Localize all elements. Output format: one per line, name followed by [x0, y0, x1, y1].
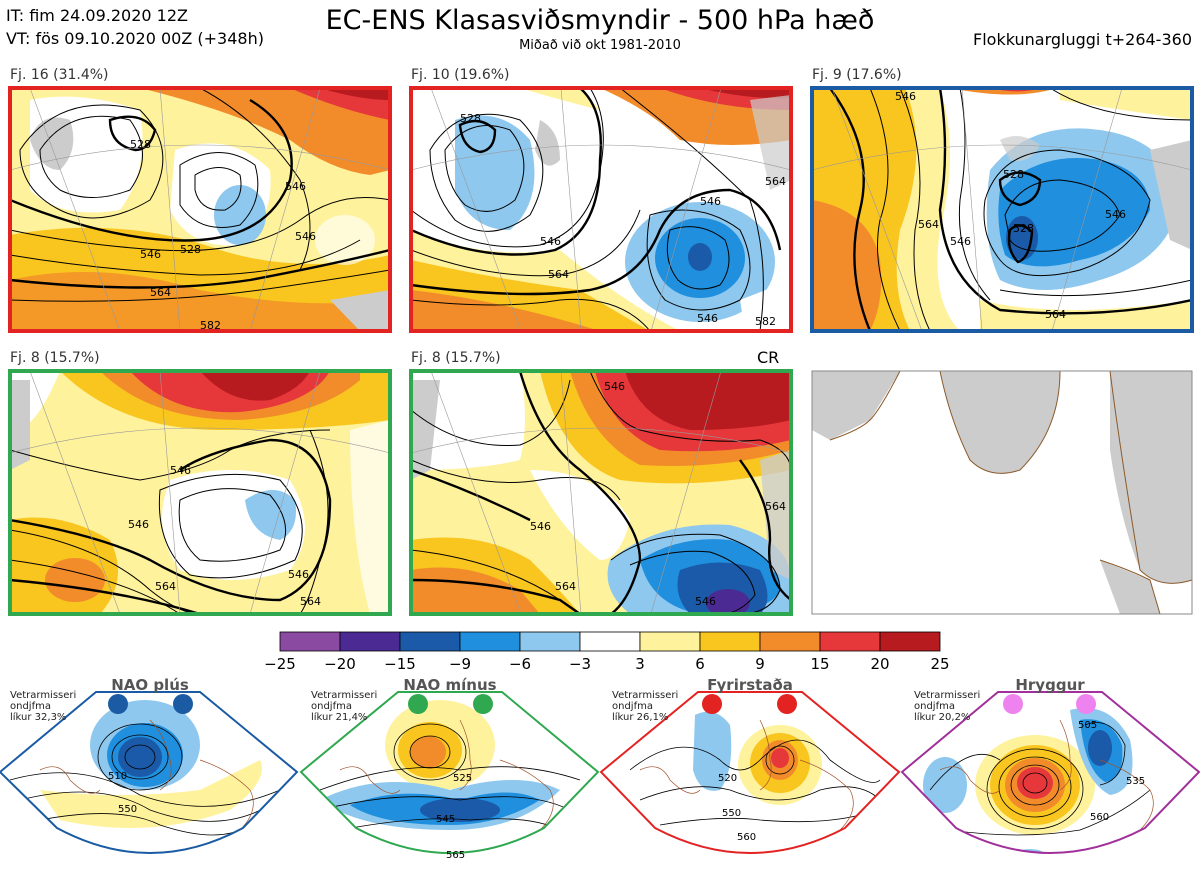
map-panel-4 — [10, 371, 390, 614]
colorbar-swatch — [639, 631, 701, 652]
panel-1-contour-label: 546 — [295, 230, 316, 243]
regime-3-contour-label: 560 — [737, 832, 756, 843]
colorbar-tick-label: −20 — [324, 655, 356, 673]
colorbar-swatch — [879, 631, 941, 652]
panel-3-contour-label: 546 — [950, 235, 971, 248]
regime-1-contour-label: 550 — [118, 804, 137, 815]
regime-note-nao-minus: Vetrarmisseri ondjfma líkur 21,4% — [311, 690, 378, 723]
colorbar-tick-label: −6 — [508, 655, 532, 673]
colorbar-swatch — [699, 631, 761, 652]
regime-title-hryggur: Hryggur — [1015, 676, 1085, 694]
regime-3-contour-label: 550 — [722, 808, 741, 819]
header-info: IT: fim 24.09.2020 12Z VT: fös 09.10.202… — [6, 4, 264, 50]
initial-time: IT: fim 24.09.2020 12Z — [6, 6, 188, 25]
panel-3-contour-label: 528 — [1003, 168, 1024, 181]
panel-2-border — [409, 86, 793, 333]
valid-time: VT: fös 09.10.2020 00Z (+348h) — [6, 29, 264, 48]
colorbar-tick-label: 6 — [695, 655, 705, 673]
window-label: Flokkunargluggi t+264-360 — [973, 30, 1192, 49]
panel-4-contour-label: 564 — [155, 580, 176, 593]
panel-5-contour-label: 564 — [555, 580, 576, 593]
colorbar-swatch — [579, 631, 641, 652]
panel-3-contour-label: 528 — [1013, 222, 1034, 235]
panel-2-contour-label: 546 — [697, 312, 718, 325]
regime-4-contour-label: 560 — [1090, 812, 1109, 823]
panel-1-contour-label: 564 — [150, 286, 171, 299]
cr-label: CR — [757, 348, 780, 367]
regime-3-contour-label: 520 — [718, 773, 737, 784]
regime-title-fyrirstada: Fyrirstaða — [707, 676, 793, 694]
colorbar-tick-label: 3 — [635, 655, 645, 673]
panel-label-1: Fj. 16 (31.4%) — [10, 67, 109, 83]
regime-2-contour-label: 525 — [453, 773, 472, 784]
panel-2-contour-label: 582 — [755, 315, 776, 328]
panel-3-contour-label: 546 — [1105, 208, 1126, 221]
regime-note-hryggur: Vetrarmisseri ondjfma líkur 20,2% — [914, 690, 981, 723]
panel-label-2: Fj. 10 (19.6%) — [411, 67, 510, 83]
regime-2-contour-label: 545 — [436, 814, 455, 825]
panel-4-contour-label: 546 — [128, 518, 149, 531]
colorbar-swatch — [819, 631, 881, 652]
page-subtitle: Miðað við okt 1981-2010 — [519, 38, 681, 53]
colorbar-swatch — [279, 631, 341, 652]
panel-4-contour-label: 564 — [300, 595, 321, 608]
panel-5-contour-label: 546 — [695, 595, 716, 608]
regime-note-nao-plus: Vetrarmisseri ondjfma líkur 32,3% — [10, 690, 77, 723]
colorbar-tick-label: 9 — [755, 655, 765, 673]
panel-1-contour-label: 528 — [180, 243, 201, 256]
regime-1-contour-label: 510 — [108, 771, 127, 782]
regime-4-contour-label: 535 — [1126, 776, 1145, 787]
colorbar-swatch — [339, 631, 401, 652]
panel-2-contour-label: 564 — [765, 175, 786, 188]
regime-4-contour-label: 505 — [1078, 720, 1097, 731]
panel-1-contour-label: 582 — [200, 319, 221, 332]
colorbar-tick-label: −3 — [568, 655, 592, 673]
colorbar-tick-label: −9 — [448, 655, 472, 673]
panel-1-contour-label: 546 — [140, 248, 161, 261]
map-panel-3 — [812, 88, 1192, 331]
colorbar-swatch — [459, 631, 521, 652]
panel-3-contour-label: 546 — [895, 90, 916, 103]
map-panel-reference — [811, 370, 1193, 615]
colorbar-tick-label: 20 — [870, 655, 890, 673]
panel-1-contour-label: 528 — [130, 138, 151, 151]
colorbar-tick-label: 25 — [930, 655, 950, 673]
panel-1-border — [8, 86, 392, 333]
colorbar-swatch — [519, 631, 581, 652]
panel-3-contour-label: 564 — [1045, 308, 1066, 321]
panel-5-border — [409, 369, 793, 616]
panel-2-contour-label: 546 — [540, 235, 561, 248]
panel-label-5: Fj. 8 (15.7%) — [411, 350, 501, 366]
map-panel-5 — [411, 371, 791, 614]
colorbar-tick-label: 15 — [810, 655, 830, 673]
map-panel-2 — [411, 88, 791, 331]
page-title: EC-ENS Klasasviðsmyndir - 500 hPa hæð — [325, 5, 875, 36]
panel-5-contour-label: 546 — [530, 520, 551, 533]
colorbar-tick-label: −15 — [384, 655, 416, 673]
regime-title-nao-minus: NAO mínus — [403, 676, 497, 694]
colorbar-tick-label: −25 — [264, 655, 296, 673]
panel-label-4: Fj. 8 (15.7%) — [10, 350, 100, 366]
regime-2-contour-label: 565 — [446, 850, 465, 861]
panel-4-border — [8, 369, 392, 616]
map-panel-1 — [10, 88, 390, 331]
colorbar — [279, 631, 941, 652]
panel-4-contour-label: 546 — [288, 568, 309, 581]
regime-title-nao-plus: NAO plús — [111, 676, 189, 694]
panel-3-contour-label: 564 — [918, 218, 939, 231]
panel-5-contour-label: 546 — [604, 380, 625, 393]
panel-5-contour-label: 564 — [765, 500, 786, 513]
panel-label-3: Fj. 9 (17.6%) — [812, 67, 902, 83]
panel-3-border — [810, 86, 1194, 333]
colorbar-swatch — [399, 631, 461, 652]
regime-note-fyrirstada: Vetrarmisseri ondjfma líkur 26,1% — [612, 690, 679, 723]
panel-1-contour-label: 546 — [285, 180, 306, 193]
panel-2-contour-label: 528 — [460, 112, 481, 125]
panel-2-contour-label: 564 — [548, 268, 569, 281]
panel-4-contour-label: 546 — [170, 464, 191, 477]
panel-2-contour-label: 546 — [700, 195, 721, 208]
colorbar-swatch — [759, 631, 821, 652]
